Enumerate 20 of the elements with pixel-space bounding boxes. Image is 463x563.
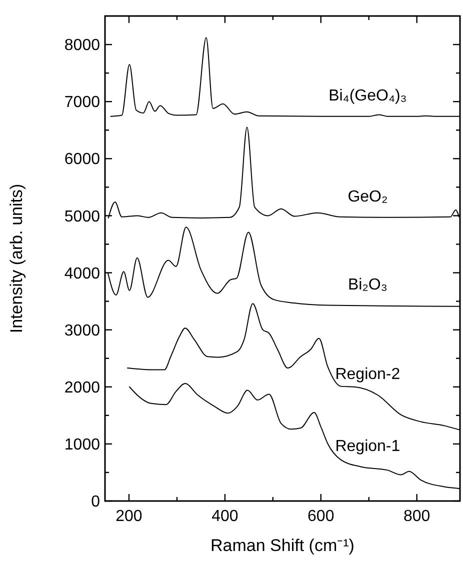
y-tick-label: 3000 xyxy=(64,322,100,340)
y-tick-label: 5000 xyxy=(64,208,100,226)
y-tick-label: 2000 xyxy=(64,379,100,396)
series-label: Bi₂O₃ xyxy=(348,276,388,294)
x-tick-label: 600 xyxy=(308,508,334,525)
y-axis-title: Intensity (arb. units) xyxy=(7,184,26,334)
x-tick-label: 800 xyxy=(403,508,430,525)
y-tick-label: 8000 xyxy=(64,37,100,54)
x-tick-label: 200 xyxy=(116,508,142,525)
y-tick-label: 4000 xyxy=(64,265,100,282)
series-label: Region-1 xyxy=(335,438,400,455)
series-label: Bi₄(GeO₄)₃ xyxy=(328,87,407,104)
y-tick-label: 1000 xyxy=(64,436,100,454)
y-tick-label: 0 xyxy=(91,494,100,511)
x-tick-label: 400 xyxy=(212,508,238,525)
x-axis-title: Raman Shift (cm⁻¹) xyxy=(210,536,354,555)
y-tick-label: 7000 xyxy=(64,94,100,112)
series-label: Region-2 xyxy=(335,366,400,383)
series-label: GeO₂ xyxy=(348,188,388,206)
y-tick-label: 6000 xyxy=(64,151,100,168)
